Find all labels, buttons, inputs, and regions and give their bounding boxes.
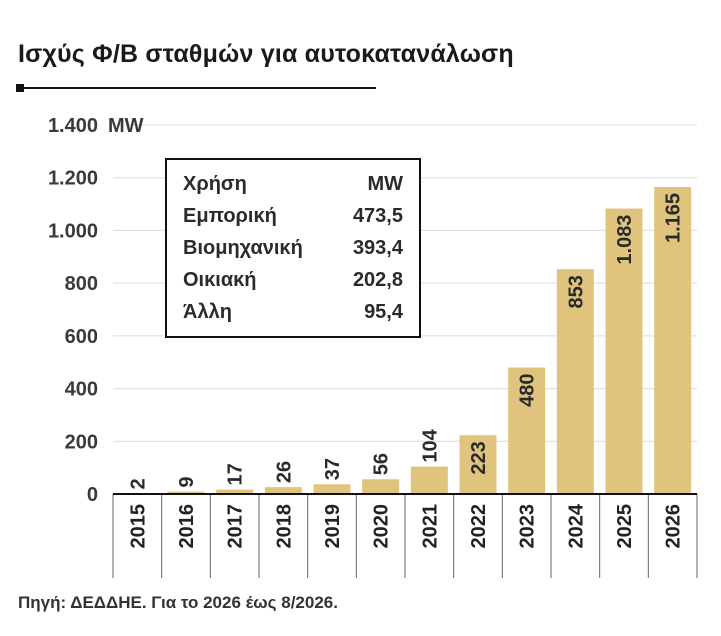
usage-table-row: Εμπορική 473,5 — [183, 200, 403, 232]
y-tick-label: 800 — [65, 273, 98, 295]
bar-value-label: 853 — [565, 275, 587, 308]
usage-table-row-label: Οικιακή — [183, 269, 257, 291]
bar-value-label: 17 — [225, 463, 247, 485]
usage-table-row-value: 95,4 — [364, 301, 403, 323]
usage-table-header: Χρήση MW — [183, 168, 403, 200]
title-rule — [18, 87, 376, 89]
usage-table-row-value: 473,5 — [352, 205, 403, 227]
bar-value-label: 9 — [176, 477, 198, 488]
x-tick-label: 2026 — [663, 504, 685, 549]
y-tick-label: 600 — [65, 326, 98, 348]
y-axis-unit: MW — [108, 115, 144, 137]
x-tick-label: 2020 — [371, 504, 393, 549]
usage-table-row: Βιομηχανική 393,4 — [183, 232, 403, 264]
usage-table-header-label: Χρήση — [183, 173, 247, 195]
bar-value-label: 480 — [517, 373, 539, 406]
y-tick-label: 0 — [87, 484, 98, 506]
bar-value-label: 1.165 — [663, 193, 685, 243]
source-note: Πηγή: ΔΕΔΔΗΕ. Για το 2026 έως 8/2026. — [18, 593, 338, 612]
y-tick-label: 1.400 — [48, 115, 98, 137]
x-tick-label: 2018 — [273, 504, 295, 549]
usage-table-header-unit: MW — [367, 173, 403, 195]
x-tick-label: 2024 — [565, 503, 587, 548]
x-tick-label: 2017 — [225, 504, 247, 549]
bar — [508, 367, 546, 494]
bar-value-label: 104 — [419, 428, 441, 462]
bar — [556, 269, 594, 494]
x-tick-label: 2015 — [127, 504, 149, 549]
y-tick-label: 200 — [65, 431, 98, 453]
bar-value-label: 1.083 — [614, 215, 636, 265]
bar-value-label: 37 — [322, 458, 344, 480]
usage-table-row-value: 393,4 — [352, 237, 403, 259]
bar — [264, 487, 302, 494]
x-tick-label: 2016 — [176, 504, 198, 549]
bar — [654, 186, 692, 495]
bar — [410, 466, 448, 494]
usage-table-row-label: Άλλη — [183, 301, 232, 323]
bar-value-label: 223 — [468, 441, 490, 474]
usage-table-row-label: Βιομηχανική — [183, 237, 303, 259]
bar-value-label: 56 — [371, 453, 393, 475]
bar — [216, 489, 254, 494]
y-tick-label: 1.000 — [48, 220, 98, 242]
bar-value-label: 26 — [273, 461, 295, 483]
x-tick-label: 2025 — [614, 504, 636, 549]
usage-table-row: Οικιακή 202,8 — [183, 264, 403, 296]
bar — [605, 208, 643, 495]
usage-table-row-label: Εμπορική — [183, 205, 277, 227]
usage-table-row-value: 202,8 — [352, 269, 403, 291]
bar-value-label: 2 — [127, 478, 149, 489]
usage-table-row: Άλλη 95,4 — [183, 296, 403, 328]
y-tick-label: 1.200 — [48, 168, 98, 190]
x-tick-label: 2023 — [517, 504, 539, 549]
bar — [362, 479, 400, 494]
x-tick-label: 2022 — [468, 504, 490, 549]
bar — [167, 491, 205, 494]
bar — [459, 435, 497, 494]
bar — [313, 484, 351, 494]
usage-table: Χρήση MW Εμπορική 473,5 Βιομηχανική 393,… — [165, 158, 421, 338]
chart-title: Ισχύς Φ/Β σταθμών για αυτοκατανάλωση — [18, 40, 514, 68]
y-tick-label: 400 — [65, 379, 98, 401]
x-tick-label: 2019 — [322, 504, 344, 549]
x-tick-label: 2021 — [419, 504, 441, 549]
